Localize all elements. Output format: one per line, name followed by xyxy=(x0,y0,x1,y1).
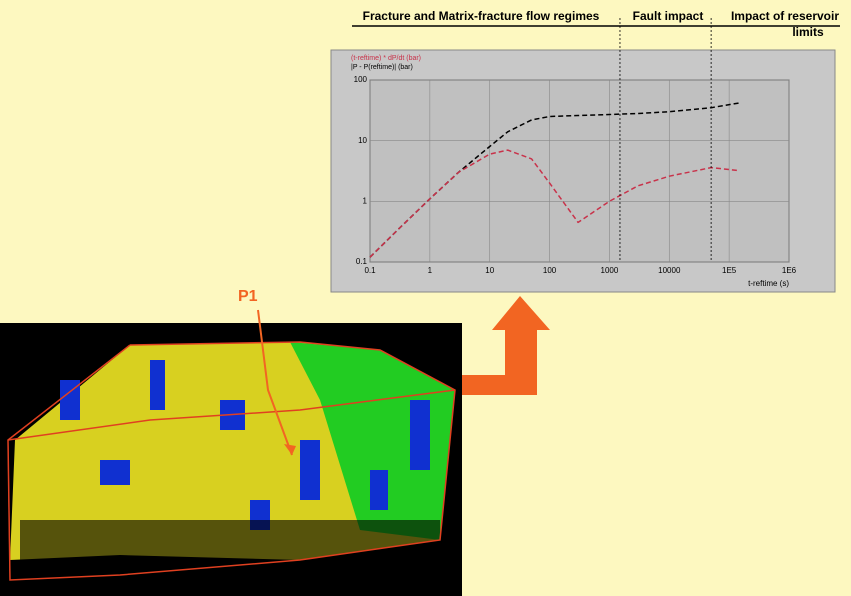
x-tick-label: 10 xyxy=(485,266,494,275)
x-axis-label: t-reftime (s) xyxy=(748,279,789,288)
x-tick-label: 1 xyxy=(428,266,433,275)
reservoir-image xyxy=(0,323,462,596)
annotation: limits xyxy=(792,25,824,39)
x-tick-label: 1000 xyxy=(601,266,619,275)
well-label: P1 xyxy=(238,288,258,305)
x-tick-label: 100 xyxy=(543,266,557,275)
flow-arrow xyxy=(462,296,550,395)
x-tick-label: 1E6 xyxy=(782,266,797,275)
y-tick-label: 0.1 xyxy=(356,257,368,266)
x-tick-label: 0.1 xyxy=(364,266,376,275)
legend-entry: |P - P(reftime)| (bar) xyxy=(351,64,413,71)
legend-entry: (t-reftime) * dP/dt (bar) xyxy=(351,55,421,62)
y-tick-label: 1 xyxy=(363,196,368,205)
x-tick-label: 1E5 xyxy=(722,266,737,275)
well-arrow xyxy=(257,309,293,456)
x-tick-label: 10000 xyxy=(658,266,681,275)
annotation: Impact of reservoir xyxy=(731,9,839,23)
y-tick-label: 100 xyxy=(354,75,368,84)
y-tick-label: 10 xyxy=(358,136,367,145)
annotation: Fault impact xyxy=(633,9,704,23)
series-line xyxy=(369,149,740,258)
well-arrowhead xyxy=(284,444,296,455)
annotation: Fracture and Matrix-fracture flow regime… xyxy=(363,9,600,23)
plot-area xyxy=(369,79,790,263)
